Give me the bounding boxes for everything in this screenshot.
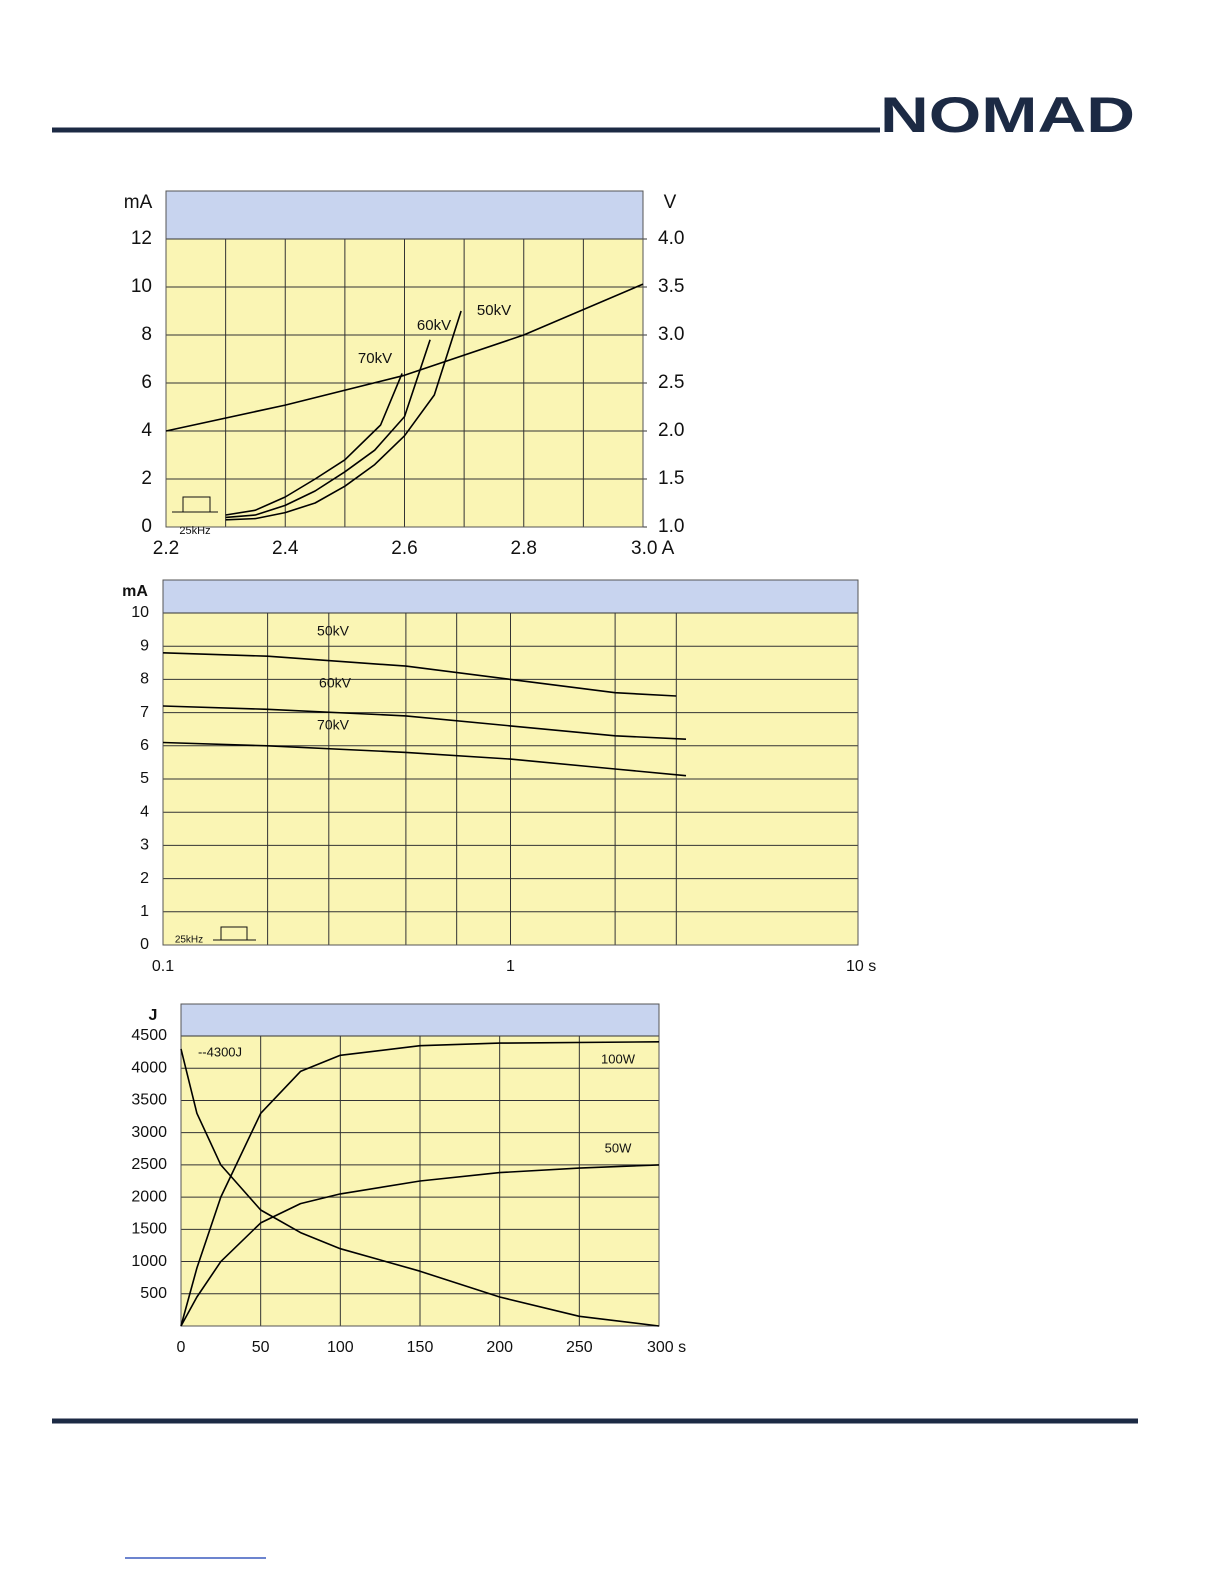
y-tick-label: 3000 [131,1124,167,1141]
y-tick-label: 3 [140,837,149,854]
data-line [225,310,462,521]
logo: NOMAD [880,87,1135,143]
y-tick-label: 0 [141,516,152,537]
data-line [165,283,644,432]
y2-tick-label: 3.0 [658,324,684,345]
x-tick-label: 0.1 [152,958,174,975]
y-tick-label: 7 [140,704,149,721]
data-line [225,373,403,516]
series-label: 60kV [417,317,451,334]
y-tick-label: 9 [140,637,149,654]
annotation: --4300J [198,1044,242,1059]
series-label: 100W [601,1051,636,1066]
plot-border [165,190,644,528]
series-label: 50kV [317,623,350,639]
y-tick-label: 4500 [131,1027,167,1044]
y-tick-label: 2500 [131,1156,167,1173]
x-tick-label: 2.4 [272,538,299,559]
y-axis-label: mA [124,192,153,213]
series-label: 70kV [358,350,392,367]
y-tick-label: 500 [140,1285,167,1302]
y-tick-label: 0 [140,936,149,953]
y2-tick-label: 4.0 [658,228,684,249]
x-tick-label: 1 [506,958,515,975]
y-tick-label: 2 [140,870,149,887]
data-line [162,652,677,697]
header-band [163,580,858,613]
header-band [181,1004,659,1036]
charts: 2.2 2.4 2.6 2.8 3.0 A0246810121.01.52.02.53.… [122,190,876,1356]
data-line [162,741,687,777]
y-tick-label: 2 [141,468,152,489]
y-tick-label: 4 [140,803,149,820]
x-tick-label: 300 s [647,1339,686,1356]
y-tick-label: 1000 [131,1253,167,1270]
series-label: 50W [605,1140,632,1155]
x-tick-label: 250 [566,1339,593,1356]
annotation: 25kHz [175,935,203,946]
y-tick-label: 3500 [131,1092,167,1109]
x-tick-label: 2.2 [153,538,179,559]
x-tick-label: 2.8 [511,538,537,559]
x-tick-label: 0 [177,1339,186,1356]
series-label: 70kV [317,717,350,733]
y-tick-label: 8 [141,324,152,345]
header-band [166,191,643,239]
y-tick-label: 10 [131,604,149,621]
y-tick-label: 12 [131,228,152,249]
data-line [180,1041,660,1327]
y2-tick-label: 2.0 [658,420,684,441]
y2-tick-label: 1.5 [658,468,684,489]
y-tick-label: 10 [131,276,152,297]
data-line [180,1164,660,1327]
y2-tick-label: 1.0 [658,516,684,537]
x-tick-label: 150 [407,1339,434,1356]
data-line [162,705,687,740]
x-tick-label: 3.0 A [631,538,675,559]
x-tick-label: 2.6 [391,538,417,559]
y-tick-label: 6 [140,737,149,754]
x-tick-label: 100 [327,1339,354,1356]
x-tick-label: 10 s [846,958,876,975]
y2-tick-label: 2.5 [658,372,684,393]
y-tick-label: 8 [140,671,149,688]
plot-border [162,579,859,946]
y-tick-label: 6 [141,372,152,393]
y-tick-label: 4 [141,420,152,441]
y-tick-label: 1500 [131,1221,167,1238]
y-tick-label: 1 [140,903,149,920]
data-line [225,339,431,519]
y-axis-label: mA [122,583,148,600]
y2-tick-label: 3.5 [658,276,684,297]
series-label: 60kV [319,675,352,691]
x-tick-label: 200 [486,1339,513,1356]
y-axis-label: J [149,1007,158,1024]
y-tick-label: 4000 [131,1059,167,1076]
y2-axis-label: V [664,192,677,213]
annotation: 25kHz [179,525,210,537]
series-label: 50kV [477,302,511,319]
y-tick-label: 2000 [131,1188,167,1205]
y-tick-label: 5 [140,770,149,787]
overlay: 25kHz 70kV 60kV 50kV 25kHz 50kV 60kV 70k… [172,302,636,1155]
x-tick-label: 50 [252,1339,270,1356]
data-line [180,1048,660,1327]
